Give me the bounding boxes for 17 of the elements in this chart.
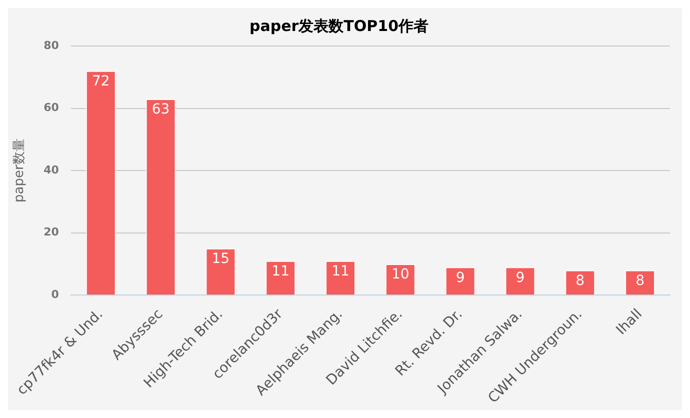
data-label: 15 xyxy=(212,251,230,268)
y-tick-label: 40 xyxy=(44,163,60,176)
data-label: 10 xyxy=(391,266,410,283)
data-label: 11 xyxy=(272,264,290,280)
y-tick-label: 60 xyxy=(44,101,60,114)
data-label: 8 xyxy=(576,272,585,289)
data-label: 11 xyxy=(332,264,350,280)
data-label: 9 xyxy=(456,270,465,286)
y-tick-label: 20 xyxy=(44,226,60,239)
data-label: 8 xyxy=(636,272,645,289)
data-label: 72 xyxy=(92,74,110,90)
data-label: 63 xyxy=(152,102,170,118)
y-tick-label: 80 xyxy=(44,38,60,52)
data-label: 9 xyxy=(516,270,525,286)
y-tick-label: 0 xyxy=(51,288,60,302)
y-axis-title: paper数量 xyxy=(12,138,28,202)
chart-title: paper发表数TOP10作者 xyxy=(249,16,429,35)
